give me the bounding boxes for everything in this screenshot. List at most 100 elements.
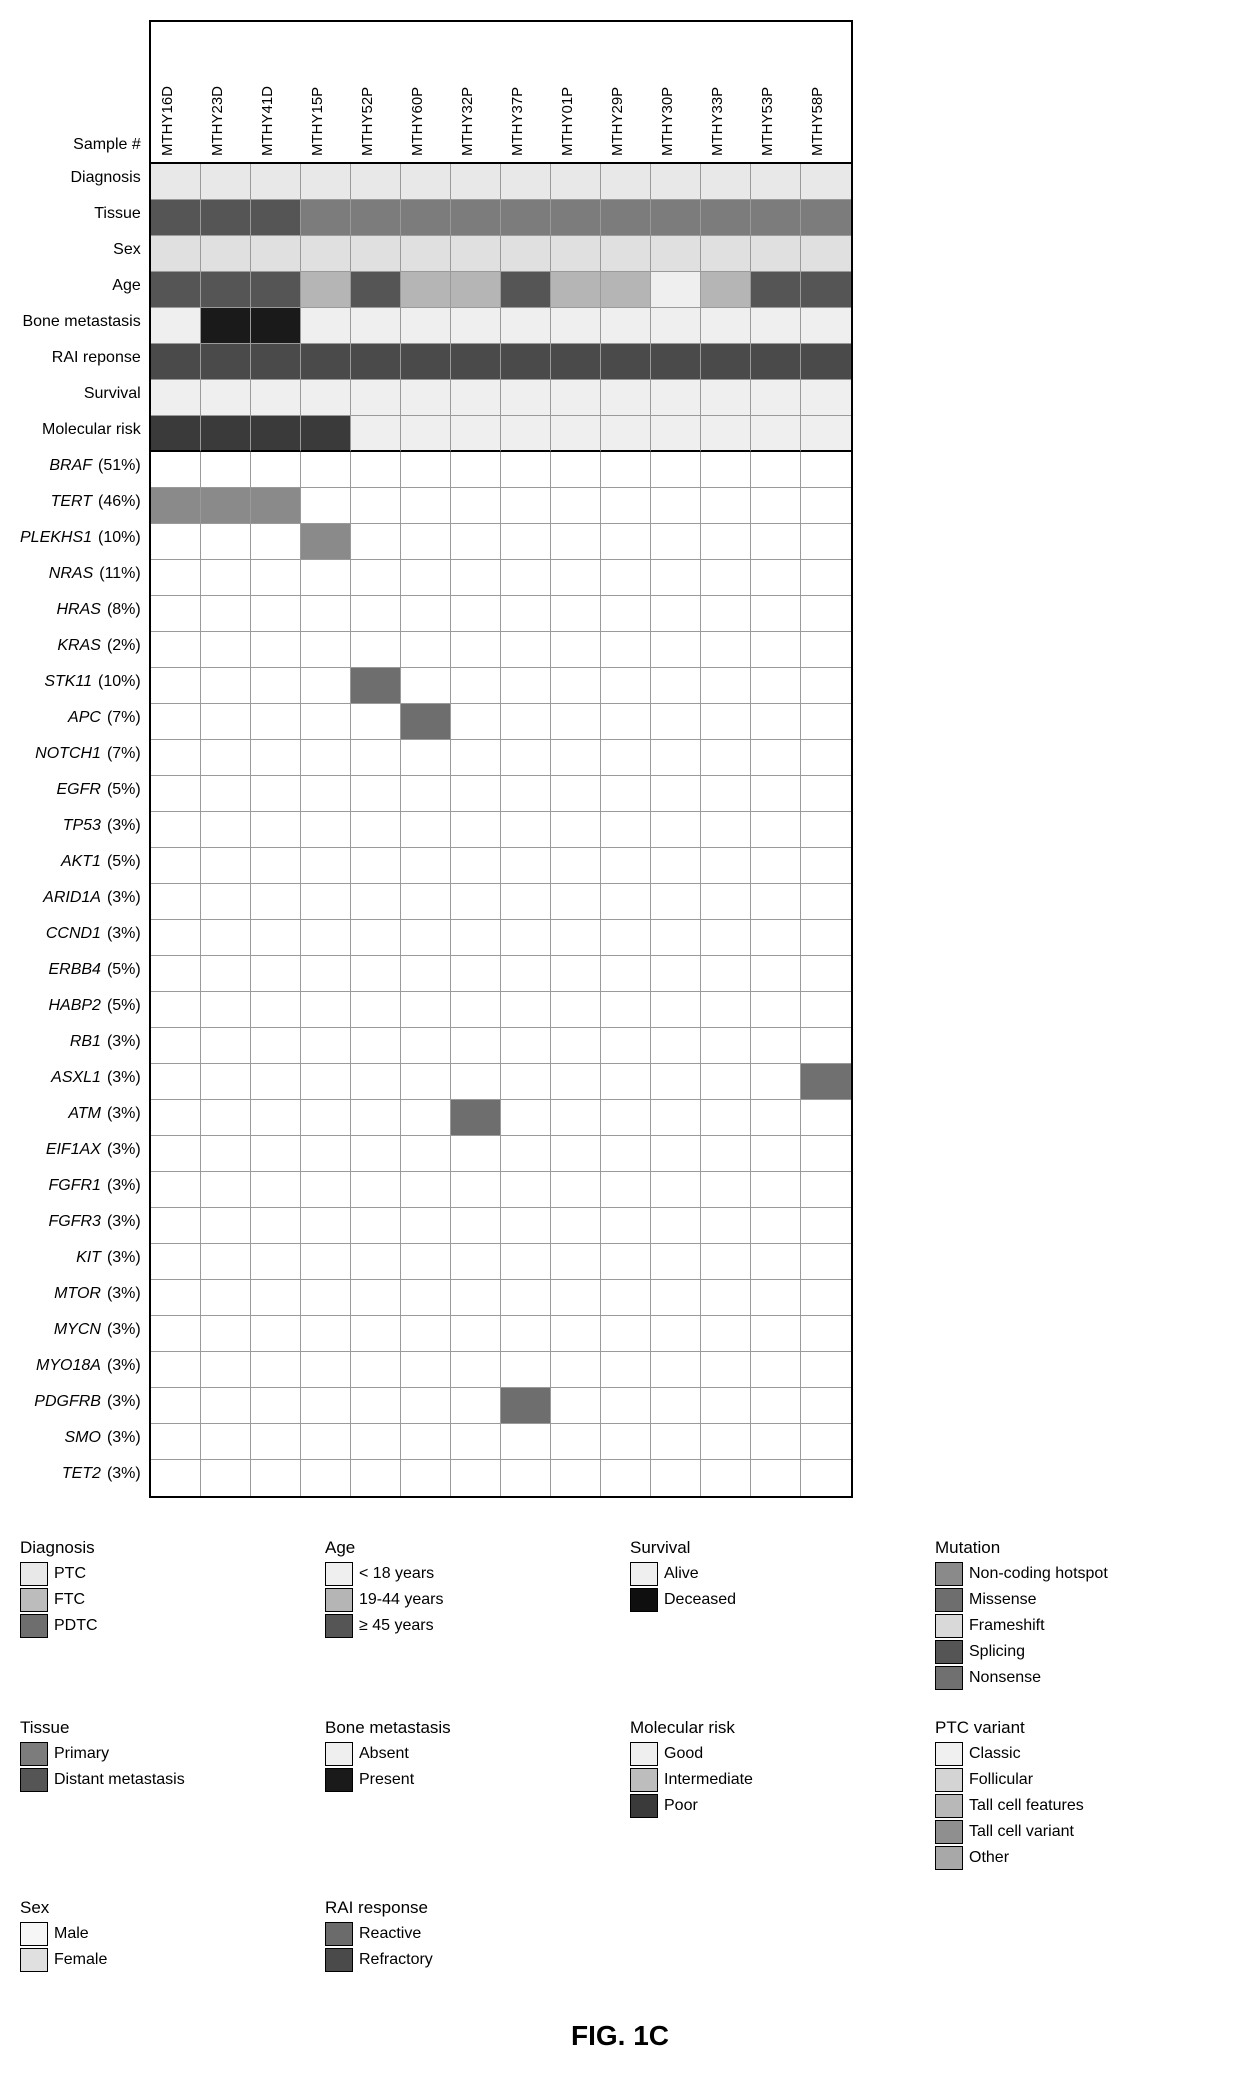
- cell: [551, 884, 601, 920]
- gene-row-label: PLEKHS1(10%): [20, 520, 141, 556]
- cell: [351, 1028, 401, 1064]
- cell: [401, 1424, 451, 1460]
- cell: [201, 920, 251, 956]
- cell: [701, 812, 751, 848]
- legend-block: MutationNon-coding hotspotMissenseFrames…: [935, 1538, 1220, 1692]
- cell: [701, 1100, 751, 1136]
- legend-item-label: Missense: [969, 1591, 1037, 1609]
- cell: [801, 308, 851, 344]
- cell: [501, 1028, 551, 1064]
- cell: [451, 920, 501, 956]
- legend-item: Splicing: [935, 1640, 1220, 1664]
- cell: [351, 848, 401, 884]
- gene-row-label: STK11(10%): [20, 664, 141, 700]
- cell: [701, 1244, 751, 1280]
- gene-row-label: CCND1(3%): [20, 916, 141, 952]
- cell: [751, 344, 801, 380]
- cell: [651, 164, 701, 200]
- swatch: [935, 1640, 963, 1664]
- cell: [251, 1316, 301, 1352]
- cell: [651, 776, 701, 812]
- cell: [801, 776, 851, 812]
- swatch: [935, 1742, 963, 1766]
- cell: [501, 668, 551, 704]
- gene-row-label: TERT(46%): [20, 484, 141, 520]
- cell: [801, 992, 851, 1028]
- cell: [301, 596, 351, 632]
- legend-item-label: FTC: [54, 1591, 85, 1609]
- cell: [801, 596, 851, 632]
- cell: [301, 1424, 351, 1460]
- cell: [551, 1316, 601, 1352]
- cell: [151, 1460, 201, 1496]
- figure-label: FIG. 1C: [20, 2020, 1220, 2052]
- legend-item: Frameshift: [935, 1614, 1220, 1638]
- legend-title: PTC variant: [935, 1718, 1220, 1738]
- cell: [701, 380, 751, 416]
- swatch: [630, 1588, 658, 1612]
- cell: [601, 164, 651, 200]
- cell: [501, 812, 551, 848]
- legend-item: Classic: [935, 1742, 1220, 1766]
- cell: [351, 524, 401, 560]
- cell: [301, 560, 351, 596]
- gene-row: [151, 1100, 851, 1136]
- cell: [601, 1064, 651, 1100]
- cell: [701, 992, 751, 1028]
- cell: [701, 1280, 751, 1316]
- cell: [251, 632, 301, 668]
- gene-row: [151, 1208, 851, 1244]
- gene-row: [151, 1064, 851, 1100]
- cell: [451, 236, 501, 272]
- cell: [751, 1100, 801, 1136]
- cell: [351, 1460, 401, 1496]
- cell: [751, 920, 801, 956]
- cell: [301, 704, 351, 740]
- cell: [201, 1460, 251, 1496]
- cell: [751, 1352, 801, 1388]
- cell: [551, 416, 601, 452]
- legend-item: Alive: [630, 1562, 915, 1586]
- cell: [151, 1136, 201, 1172]
- cell: [451, 704, 501, 740]
- legend-title: Tissue: [20, 1718, 305, 1738]
- cell: [651, 1172, 701, 1208]
- cell: [651, 1352, 701, 1388]
- column-header: MTHY37P: [501, 22, 551, 162]
- cell: [451, 1460, 501, 1496]
- legend-item: Non-coding hotspot: [935, 1562, 1220, 1586]
- cell: [651, 1136, 701, 1172]
- legend-item-label: Good: [664, 1745, 703, 1763]
- cell: [251, 1136, 301, 1172]
- gene-row-label: TET2(3%): [20, 1456, 141, 1492]
- swatch: [935, 1588, 963, 1612]
- cell: [151, 1280, 201, 1316]
- cell: [201, 452, 251, 488]
- cell: [451, 812, 501, 848]
- cell: [801, 848, 851, 884]
- legend-title: Survival: [630, 1538, 915, 1558]
- gene-row: [151, 524, 851, 560]
- legend-title: Molecular risk: [630, 1718, 915, 1738]
- cell: [201, 380, 251, 416]
- cell: [151, 452, 201, 488]
- cell: [501, 344, 551, 380]
- cell: [451, 1064, 501, 1100]
- gene-row-label: FGFR1(3%): [20, 1168, 141, 1204]
- cell: [451, 740, 501, 776]
- cell: [401, 1460, 451, 1496]
- cell: [201, 776, 251, 812]
- cell: [501, 1244, 551, 1280]
- cell: [701, 740, 751, 776]
- gene-row-label: MYCN(3%): [20, 1312, 141, 1348]
- cell: [651, 920, 701, 956]
- cell: [301, 1100, 351, 1136]
- cell: [501, 1172, 551, 1208]
- gene-row-label: NRAS(11%): [20, 556, 141, 592]
- legend-item: Missense: [935, 1588, 1220, 1612]
- cell: [551, 632, 601, 668]
- cell: [301, 1064, 351, 1100]
- cell: [201, 1316, 251, 1352]
- cell: [651, 1100, 701, 1136]
- cell: [651, 1280, 701, 1316]
